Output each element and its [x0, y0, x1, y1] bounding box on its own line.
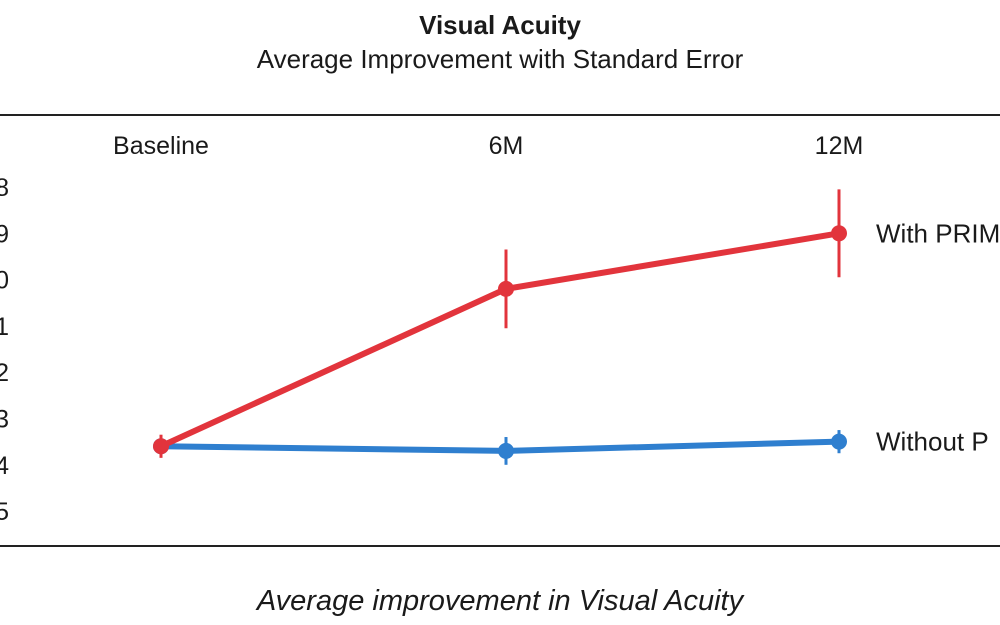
y-tick-label: 1: [0, 313, 9, 341]
data-point-without-p: [498, 442, 514, 459]
y-tick-label: 3: [0, 406, 9, 434]
y-tick-label: 4: [0, 452, 9, 480]
y-tick-label: 5: [0, 498, 9, 526]
x-tick-label-baseline: Baseline: [113, 132, 209, 160]
figure-caption: Average improvement in Visual Acuity: [256, 585, 744, 617]
x-tick-label-12m: 12M: [815, 132, 864, 160]
series-label-with-prim: With PRIM: [876, 218, 1000, 248]
series-line-with-prim: [158, 230, 842, 450]
y-tick-label: 0: [0, 267, 9, 295]
data-point-with-prim: [153, 438, 169, 455]
y-axis-labels: 8 9 0 1 2 3 4 5: [0, 174, 9, 526]
data-point-with-prim: [831, 225, 847, 242]
chart-title: Visual Acuity: [419, 10, 581, 40]
y-tick-label: 2: [0, 359, 9, 387]
data-point-with-prim: [498, 280, 514, 297]
chart-subtitle: Average Improvement with Standard Error: [256, 44, 744, 74]
data-point-without-p: [831, 433, 847, 450]
y-tick-label: 9: [0, 220, 9, 248]
series-layer: Without P With PRIM: [153, 189, 1000, 465]
x-axis-labels: Baseline 6M 12M: [113, 132, 863, 160]
x-tick-label-6m: 6M: [489, 132, 524, 160]
series-label-without-p: Without P: [876, 427, 989, 457]
y-tick-label: 8: [0, 174, 9, 202]
